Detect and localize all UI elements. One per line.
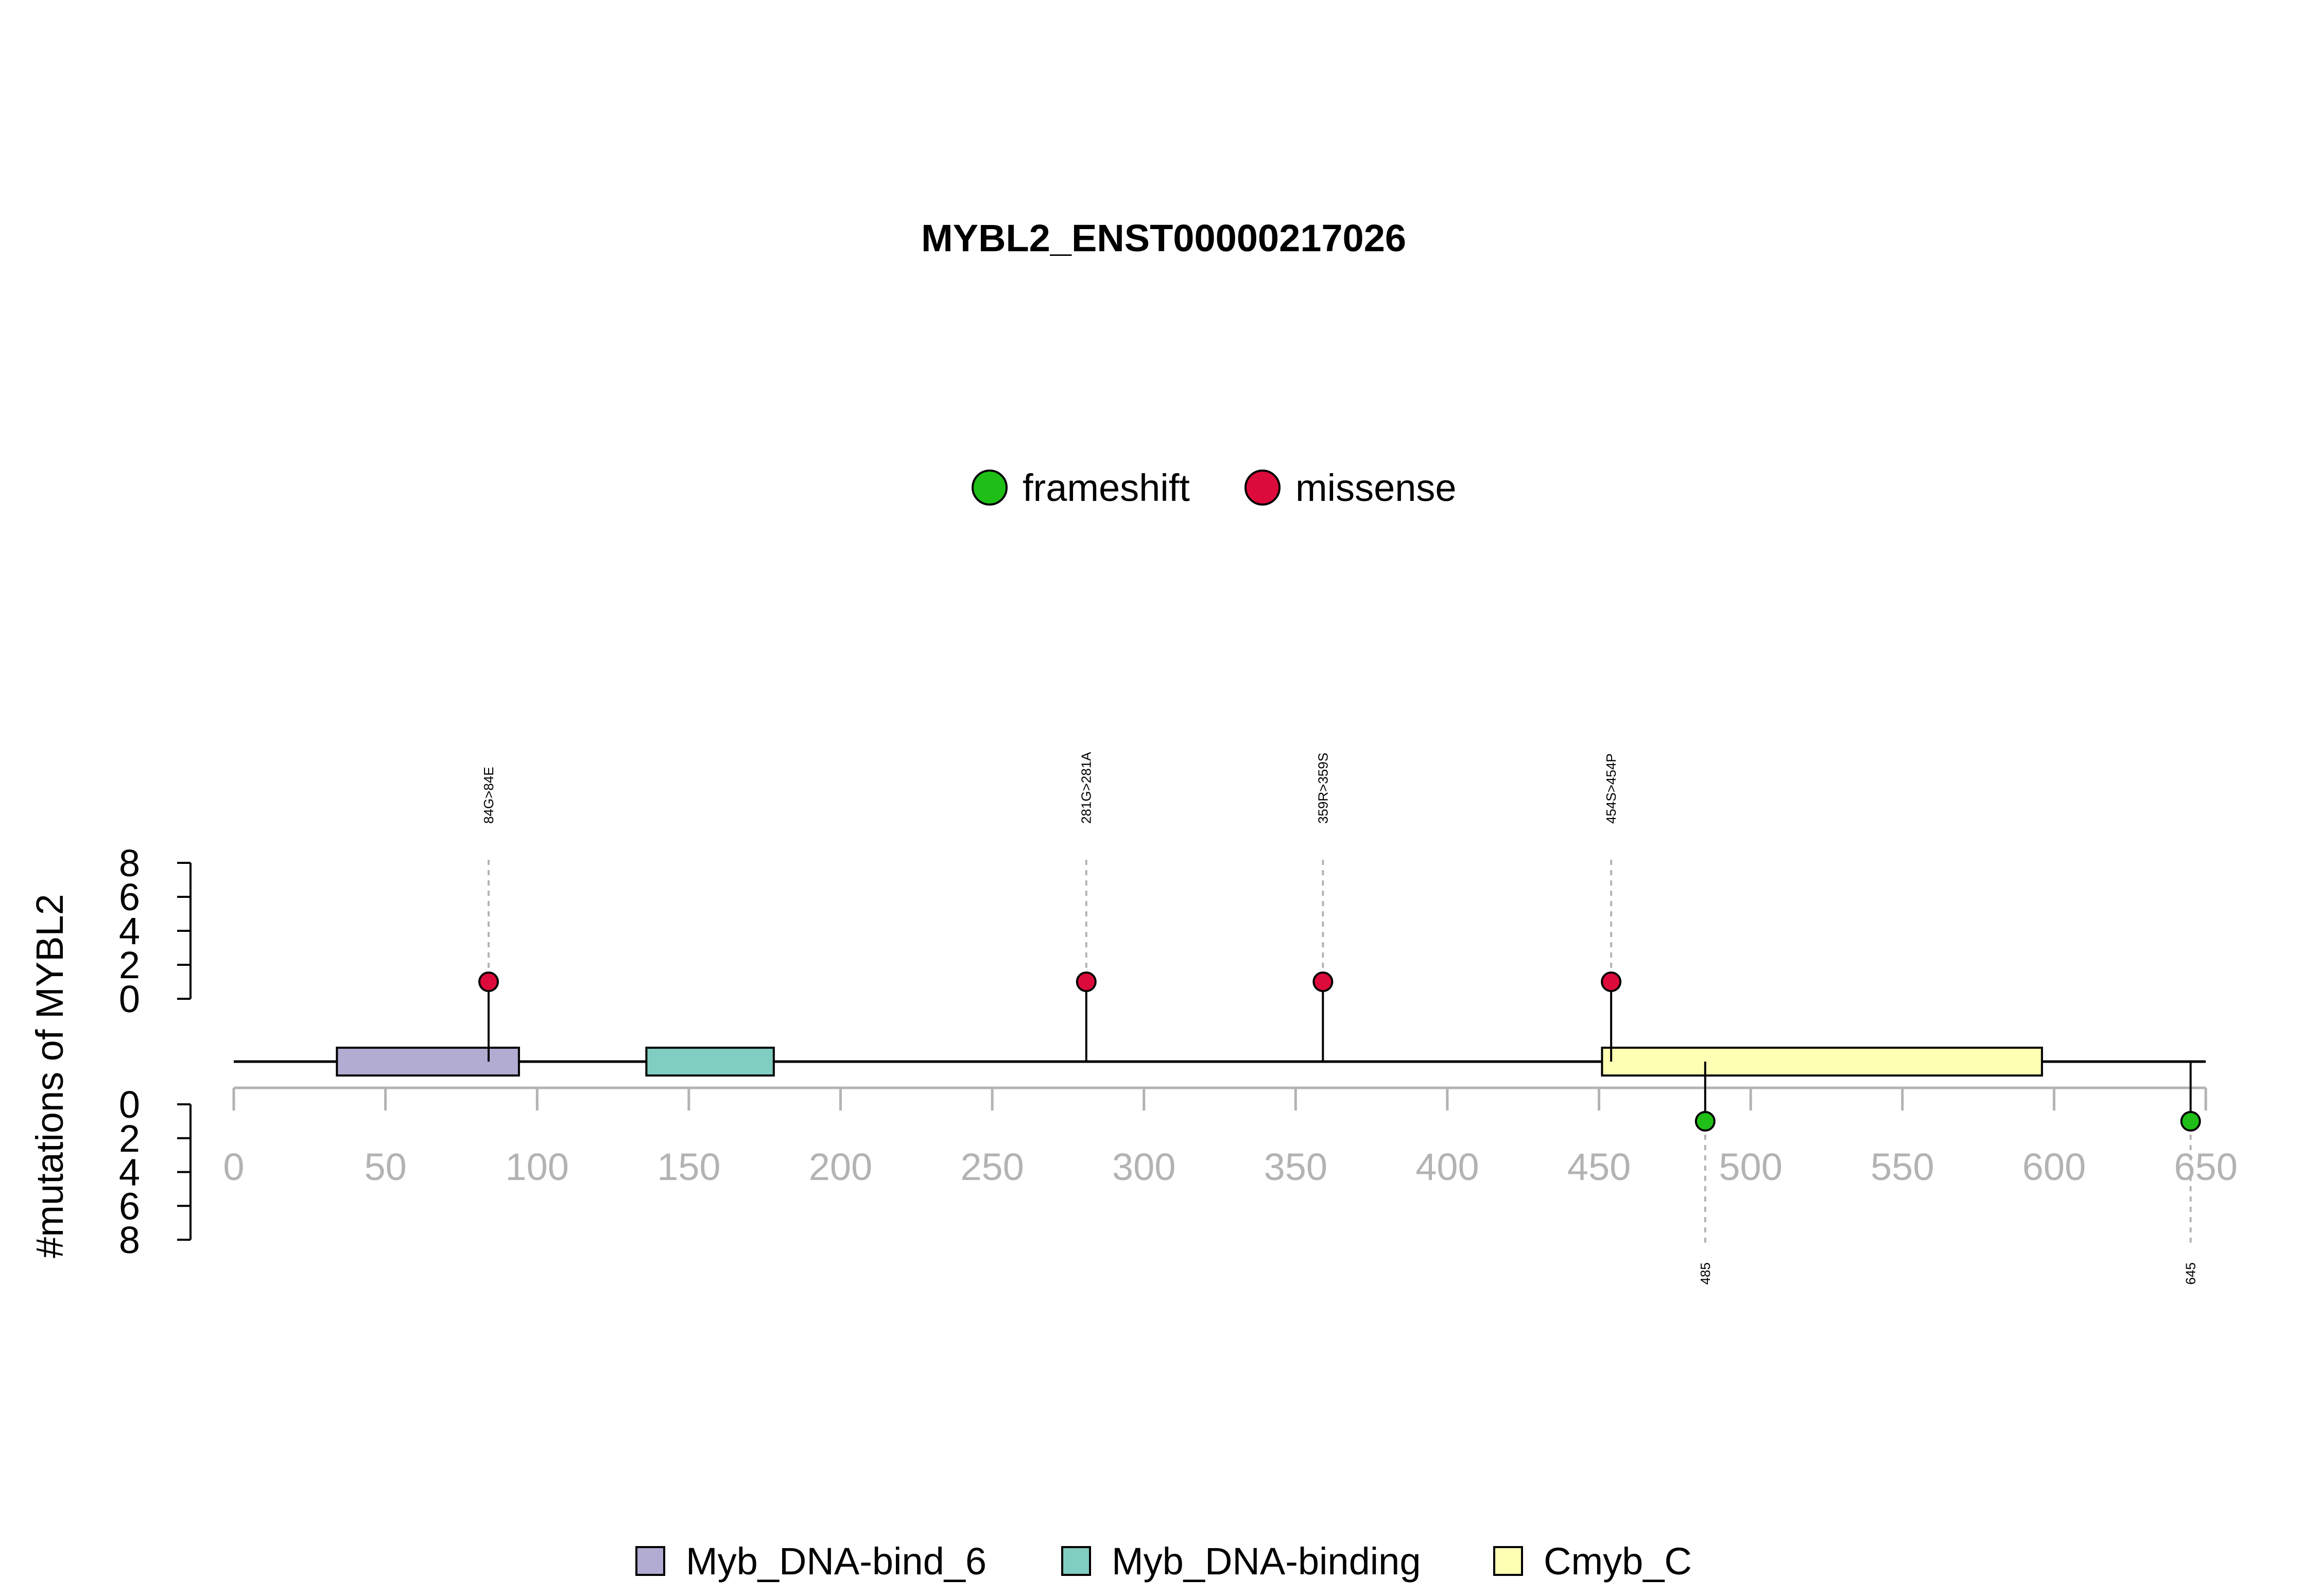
x-tick-label: 50 [364,1146,406,1188]
x-tick-label: 450 [1567,1146,1631,1188]
y-tick-label-top: 8 [119,842,140,884]
lollipop-485: 485 [1694,1062,1716,1285]
chart-title: MYBL2_ENST00000217026 [921,217,1406,259]
x-tick-label: 400 [1415,1146,1479,1188]
mutation-label: 84G>84E [481,767,496,824]
y-tick-label-top: 4 [119,910,140,952]
x-axis: 0 50 100 150 200 250 300 350 400 450 500 550 600 650 [223,1086,2238,1188]
domain-cmyb-c [1601,1047,2043,1077]
domains [336,1047,2043,1077]
mutation-point [1694,1111,1716,1132]
legend-label-frameshift: frameshift [1023,466,1190,509]
x-tick-label: 0 [223,1146,244,1188]
x-tick-label: 100 [505,1146,568,1188]
lollipop-645: 645 [2180,1062,2201,1285]
x-tick-label: 250 [960,1146,1024,1188]
mutation-label: 454S>454P [1603,753,1619,824]
legend-swatch-myb-dna-bind-6 [635,1546,665,1576]
domain-legend: Myb_DNA-bind_6 Myb_DNA-binding Cmyb_C [635,1540,1692,1583]
legend-label-cmyb-c: Cmyb_C [1544,1540,1692,1583]
mutation-type-legend: frameshift missense [972,466,1457,509]
y-tick-label-top: 6 [119,876,140,918]
y-axis-label: #mutations of MYBL2 [28,894,71,1258]
x-tick-label: 300 [1112,1146,1175,1188]
mutation-label: 645 [2183,1262,2199,1285]
y-tick-label-bottom: 2 [119,1117,140,1160]
y-tick-label-bottom: 6 [119,1185,140,1227]
lollipop-84: 84G>84E [478,767,499,1062]
legend-label-myb-dna-binding: Myb_DNA-binding [1112,1540,1421,1583]
mutation-label: 359R>359S [1315,753,1330,824]
mutation-point [478,972,499,992]
lollipop-281: 281G>281A [1076,752,1097,1062]
y-tick-label-top: 2 [119,944,140,986]
x-tick-label: 150 [657,1146,720,1188]
x-tick-label: 350 [1264,1146,1327,1188]
y-tick-label-bottom: 0 [119,1083,140,1126]
y-tick-label-top: 0 [119,978,140,1020]
domain-myb-dna-bind-6 [336,1047,520,1077]
x-tick-label: 650 [2174,1146,2237,1188]
mutation-label: 485 [1698,1262,1713,1285]
legend-marker-frameshift [972,470,1008,506]
mutation-point [1312,972,1334,992]
x-tick-label: 600 [2022,1146,2086,1188]
y-tick-label-bottom: 8 [119,1219,140,1261]
legend-swatch-cmyb-c [1493,1546,1523,1576]
y-tick-label-bottom: 4 [119,1151,140,1194]
legend-label-myb-dna-bind-6: Myb_DNA-bind_6 [686,1540,987,1583]
mutation-lollipops: 84G>84E 281G>281A 359R>359S 454S>454P 485 645 [478,752,2201,1285]
lollipop-454: 454S>454P [1601,753,1622,1062]
lollipop-359: 359R>359S [1312,753,1334,1062]
mutation-label: 281G>281A [1079,752,1094,824]
x-tick-label: 200 [809,1146,872,1188]
domain-myb-dna-binding [645,1047,775,1077]
x-tick-label: 550 [1871,1146,1934,1188]
legend-label-missense: missense [1295,466,1457,509]
mutation-point [1601,972,1622,992]
x-tick-label: 500 [1719,1146,1782,1188]
legend-marker-missense [1244,470,1281,506]
legend-swatch-myb-dna-binding [1061,1546,1091,1576]
mutation-point [2180,1111,2201,1132]
mutation-point [1076,972,1097,992]
